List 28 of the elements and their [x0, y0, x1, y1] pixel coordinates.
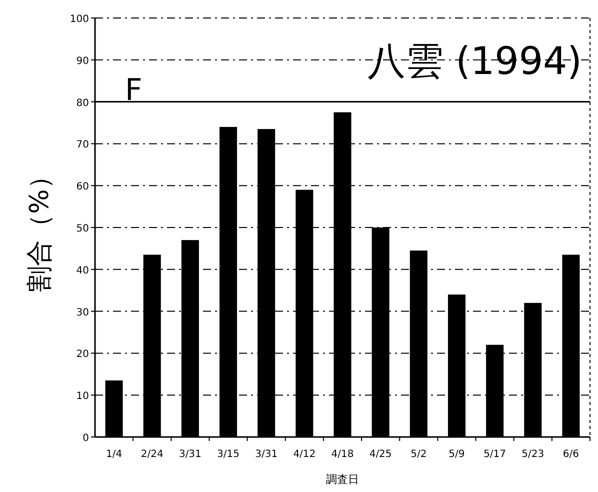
text: 八雲 (1994) [368, 39, 582, 83]
y-axis-title: 割合（%） [25, 163, 55, 292]
x-tick-label: 3/31 [255, 449, 278, 460]
x-tick-label: 3/15 [217, 449, 240, 460]
x-tick-label: 5/23 [522, 449, 544, 460]
y-tick-label: 90 [76, 56, 89, 67]
x-tick-label: 5/2 [410, 449, 427, 460]
x-tick-label: 4/18 [331, 449, 354, 460]
x-tick-label: 1/4 [106, 449, 122, 460]
y-tick-label: 40 [76, 265, 89, 276]
x-tick-label: 4/12 [293, 449, 316, 460]
x-tick-label: 5/9 [448, 449, 465, 460]
y-tick-label: 80 [76, 98, 89, 109]
y-tick-label: 10 [76, 391, 89, 402]
y-tick-label: 30 [76, 307, 89, 318]
x-tick-label: 6/6 [562, 449, 580, 460]
annotation: F [125, 72, 142, 108]
y-tick-label: 70 [76, 140, 89, 151]
y-tick-label: 0 [82, 433, 89, 444]
x-tick-label: 4/25 [369, 449, 392, 460]
y-tick-label: 50 [76, 224, 89, 234]
x-tick-label: 5/17 [484, 449, 506, 460]
x-axis-title: 調査日 [326, 473, 359, 486]
y-tick-label: 100 [70, 14, 89, 25]
x-tick-label: 2/24 [140, 449, 164, 460]
y-tick-label: 20 [76, 349, 89, 360]
y-tick-label: 60 [76, 182, 89, 193]
x-tick-label: 3/31 [178, 449, 202, 460]
